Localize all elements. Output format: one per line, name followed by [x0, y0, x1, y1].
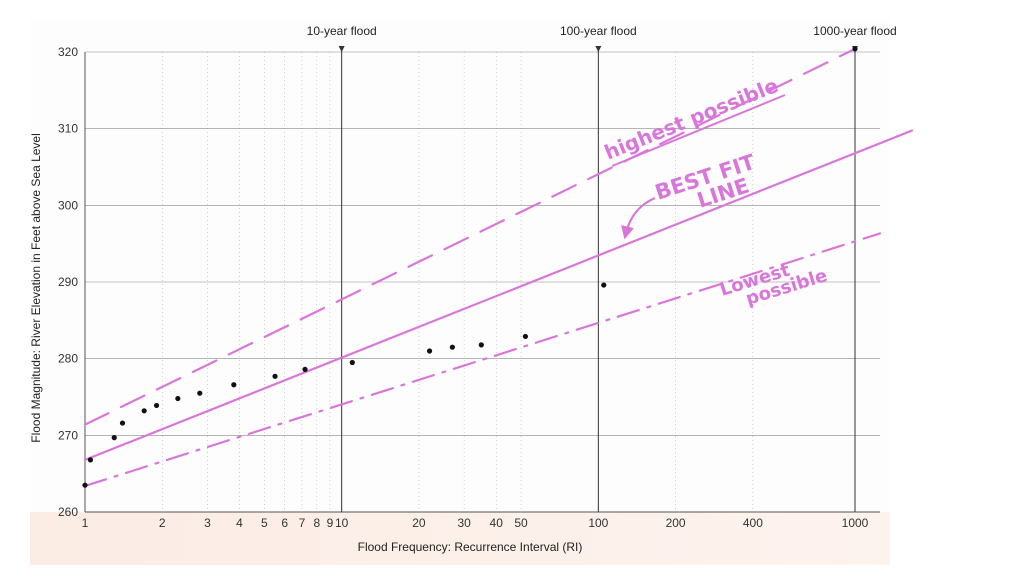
x-tick-label: 40 [490, 516, 504, 530]
series-line-solid [83, 129, 914, 461]
data-point [852, 46, 858, 52]
data-point [197, 390, 203, 396]
data-point [349, 359, 355, 366]
data-point [175, 395, 181, 402]
data-point [231, 382, 237, 388]
x-tick-label: 200 [666, 516, 686, 530]
data-point [141, 408, 147, 414]
x-tick-label: 50 [514, 516, 528, 530]
y-tick-label: 290 [58, 275, 78, 289]
reference-marker [595, 46, 602, 52]
x-tick-label: 6 [281, 516, 288, 530]
data-points [82, 46, 858, 488]
data-point [153, 402, 160, 409]
data-point [601, 282, 607, 288]
data-point [302, 366, 308, 372]
underline-highest-possible [611, 94, 786, 167]
series-line-dashed [83, 49, 854, 426]
y-tick-label: 270 [58, 428, 78, 442]
reference-label: 10-year flood [307, 24, 377, 38]
x-tick-label: 1000 [842, 516, 869, 530]
paper-bottom-tint [30, 512, 890, 565]
data-point [272, 373, 278, 379]
grid [84, 51, 880, 513]
x-tick-label: 30 [457, 516, 471, 530]
x-tick-label: 4 [236, 516, 243, 530]
data-point [119, 420, 126, 426]
plot-frame [84, 52, 880, 513]
series-line-dash-dot [83, 232, 882, 488]
y-tick-label: 260 [58, 505, 78, 519]
x-tick-label: 100 [588, 516, 608, 530]
x-tick-label: 3 [204, 516, 211, 530]
data-point [87, 457, 94, 463]
data-point [522, 333, 529, 340]
data-point [478, 342, 484, 348]
x-tick-label: 9 [327, 516, 334, 530]
y-tick-label: 320 [58, 45, 78, 59]
x-tick-label: 8 [313, 516, 320, 530]
reference-label: 1000-year flood [813, 24, 896, 38]
data-point [111, 435, 117, 441]
x-tick-label: 7 [299, 516, 306, 530]
series-lines [83, 49, 914, 488]
x-tick-label: 400 [743, 516, 763, 530]
data-point [449, 344, 455, 350]
x-axis-title: Flood Frequency: Recurrence Interval (RI… [358, 540, 583, 554]
y-axis-title: Flood Magnitude: River Elevation in Feet… [29, 133, 43, 443]
x-tick-label: 2 [159, 516, 166, 530]
x-axis-ticks: 1 2 3 4 5 6 7 8 9 10 20 30 40 50 100 200 400 1000 [82, 516, 869, 530]
x-tick-label: 5 [261, 516, 268, 530]
x-tick-label: 10 [335, 516, 349, 530]
data-point [426, 348, 433, 354]
y-tick-label: 310 [58, 122, 78, 136]
best-fit-arrow [621, 196, 656, 240]
y-tick-label: 280 [58, 352, 78, 366]
y-tick-label: 300 [58, 198, 78, 212]
reference-lines: 10-year flood 100-year flood 1000-year flo… [307, 24, 897, 512]
data-point [82, 482, 88, 488]
y-axis-ticks: 260 270 280 290 300 310 320 [58, 45, 78, 519]
reference-label: 100-year flood [560, 24, 637, 38]
reference-marker [338, 46, 345, 52]
x-tick-label: 1 [82, 516, 89, 530]
x-tick-label: 20 [412, 516, 426, 530]
